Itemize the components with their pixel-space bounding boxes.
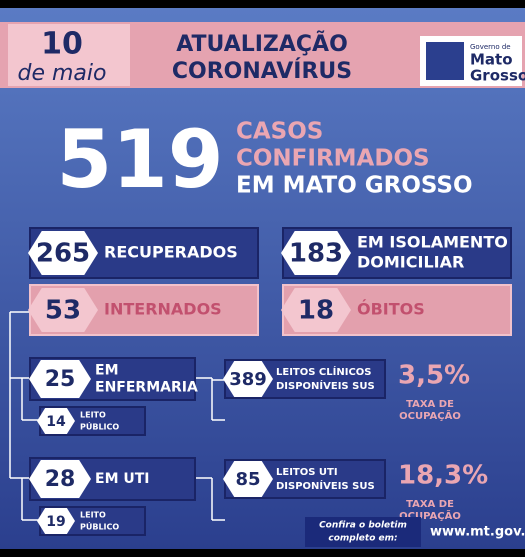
stat-number: 53 bbox=[45, 296, 81, 326]
headline-line: CONFIRMADOS bbox=[236, 146, 430, 172]
headline-line: CASOS bbox=[236, 119, 323, 145]
hexagon bbox=[37, 508, 75, 534]
footer-url: www.mt.gov.br bbox=[430, 525, 525, 540]
stat-number: 18 bbox=[298, 296, 334, 326]
month: de maio bbox=[18, 61, 107, 86]
rate-label: TAXA DE bbox=[406, 399, 454, 410]
footer-box bbox=[305, 517, 421, 547]
footer-note: completo em: bbox=[328, 534, 397, 544]
ward-number: 28 bbox=[45, 467, 76, 492]
public-label: PÚBLICO bbox=[80, 521, 119, 532]
beds-number: 85 bbox=[235, 469, 260, 490]
date-box bbox=[8, 24, 130, 86]
hexagon bbox=[37, 408, 75, 434]
stat-label: RECUPERADOS bbox=[104, 243, 238, 262]
hexagon bbox=[281, 231, 351, 275]
hexagon bbox=[28, 231, 98, 275]
public-number: 19 bbox=[46, 514, 65, 530]
stat-label: INTERNADOS bbox=[104, 300, 222, 319]
beds-number: 389 bbox=[229, 369, 267, 390]
beds-label: LEITOS CLÍNICOS bbox=[276, 365, 372, 378]
ward-label: ENFERMARIA bbox=[95, 380, 198, 396]
hexagon bbox=[28, 288, 98, 332]
public-label: PÚBLICO bbox=[80, 421, 119, 432]
rate-value: 18,3% bbox=[398, 461, 488, 491]
logo-line: Grosso bbox=[470, 67, 525, 85]
headline-line: EM MATO GROSSO bbox=[236, 173, 473, 199]
rate-label: TAXA DE bbox=[406, 499, 454, 510]
ward-label: EM bbox=[95, 363, 119, 379]
hexagon bbox=[281, 288, 351, 332]
public-label: LEITO bbox=[80, 411, 106, 420]
rate-value: 3,5% bbox=[398, 361, 470, 391]
stat-label: DOMICILIAR bbox=[357, 253, 464, 272]
beds-label: LEITOS UTI bbox=[276, 467, 338, 478]
headline-number: 519 bbox=[57, 113, 224, 206]
stat-label: ÓBITOS bbox=[357, 300, 425, 319]
stat-number: 183 bbox=[289, 239, 343, 269]
beds-label: DISPONÍVEIS SUS bbox=[276, 479, 375, 492]
public-label: LEITO bbox=[80, 511, 106, 520]
logo-small: Governo de bbox=[470, 43, 511, 51]
public-number: 14 bbox=[46, 414, 66, 430]
stat-number: 265 bbox=[36, 239, 90, 269]
beds-label: DISPONÍVEIS SUS bbox=[276, 379, 375, 392]
footer-note: Confira o boletim bbox=[319, 521, 407, 531]
hexagon bbox=[29, 360, 91, 398]
title-line: CORONAVÍRUS bbox=[172, 58, 352, 84]
ward-label: EM UTI bbox=[95, 471, 150, 487]
logo-emblem bbox=[426, 42, 464, 80]
day: 10 bbox=[41, 27, 83, 62]
stat-label: EM ISOLAMENTO bbox=[357, 233, 508, 252]
logo-line: Mato bbox=[470, 51, 513, 69]
title-line: ATUALIZAÇÃO bbox=[176, 31, 348, 57]
hexagon bbox=[29, 460, 91, 498]
rate-label: OCUPAÇÃO bbox=[399, 409, 461, 422]
hexagon bbox=[223, 361, 273, 397]
hexagon bbox=[223, 461, 273, 497]
ward-number: 25 bbox=[45, 367, 76, 392]
stats: 265 RECUPERADOS 183 EM ISOLAMENTODOMICILIAR… bbox=[9, 227, 512, 536]
